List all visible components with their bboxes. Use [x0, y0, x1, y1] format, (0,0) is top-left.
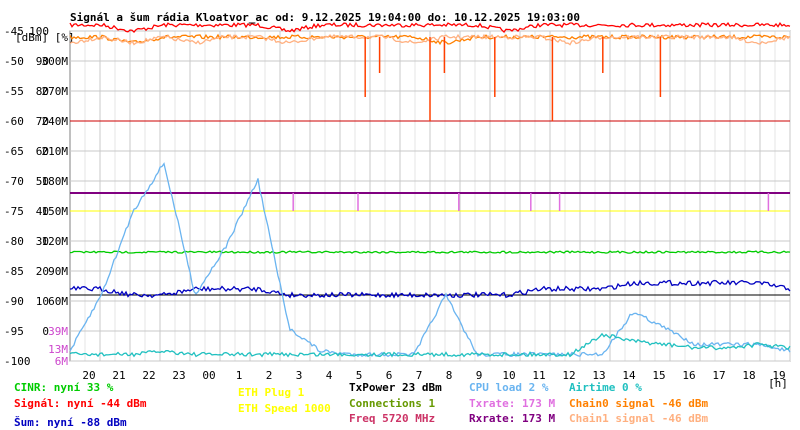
y-dbm-tick-label: -95: [4, 325, 24, 338]
y-pct-tick-label: 50: [36, 175, 49, 188]
x-tick-label: 14: [622, 369, 636, 382]
y-rate-tick-label: 180M: [42, 175, 69, 188]
x-tick-label: 13: [592, 369, 605, 382]
x-tick-label: 19: [772, 369, 785, 382]
y-rate-tick-label: 300M: [42, 55, 69, 68]
y-rate-tick-label: 6M: [55, 355, 69, 368]
x-tick-label: 00: [202, 369, 215, 382]
y-dbm-tick-label: -85: [4, 265, 24, 278]
y-pct-tick-label: 10: [36, 295, 49, 308]
y-rate-tick-label: 240M: [42, 115, 69, 128]
x-tick-label: 16: [682, 369, 695, 382]
legend-eth-plug: ETH Plug 1: [238, 386, 305, 399]
y-pct-tick-label: 0: [42, 325, 49, 338]
y-rate-tick-label: 90M: [48, 265, 68, 278]
y-axis-unit-label: [dBm] [%]: [15, 31, 75, 44]
series-line-Airtime: [69, 332, 791, 358]
y-dbm-tick-label: -60: [4, 115, 24, 128]
legend-airtime: Airtime 0 %: [569, 381, 642, 394]
y-dbm-tick-label: -100: [4, 355, 31, 368]
legend-txrate: Txrate: 173 M: [469, 397, 556, 410]
x-tick-label: 2: [266, 369, 273, 382]
y-rate-tick-label: 39M: [48, 325, 68, 338]
y-rate-tick-label: 210M: [42, 145, 69, 158]
x-tick-label: 8: [446, 369, 453, 382]
y-pct-tick-label: 100: [29, 25, 49, 38]
series-line-CINR: [69, 250, 791, 254]
x-tick-label: 9: [476, 369, 483, 382]
y-pct-tick-label: 80: [36, 85, 49, 98]
y-dbm-tick-label: -80: [4, 235, 24, 248]
x-tick-label: 4: [326, 369, 333, 382]
y-pct-tick-label: 90: [36, 55, 49, 68]
x-tick-label: 22: [142, 369, 155, 382]
legend-cpu-load: CPU load 2 %: [469, 381, 549, 394]
legend-chain0: Chain0 signal -46 dBm: [569, 397, 709, 410]
legend-chain1: Chain1 signal -46 dBm: [569, 412, 709, 425]
x-tick-label: 18: [742, 369, 755, 382]
x-tick-label: 12: [562, 369, 575, 382]
x-tick-label: 15: [652, 369, 665, 382]
x-tick-label: 10: [502, 369, 515, 382]
y-rate-tick-label: 270M: [42, 85, 69, 98]
y-rate-tick-label: 150M: [42, 205, 69, 218]
y-pct-tick-label: 30: [36, 235, 49, 248]
y-dbm-tick-label: -50: [4, 55, 24, 68]
y-rate-tick-label: 13M: [48, 343, 68, 356]
legend-noise: Šum: nyní -88 dBm: [14, 416, 127, 429]
x-axis-unit-label: [h]: [768, 377, 788, 390]
x-tick-label: 20: [82, 369, 95, 382]
legend-signal: Signál: nyní -44 dBm: [14, 397, 147, 410]
series-line-Signál: [69, 21, 791, 34]
x-tick-label: 17: [712, 369, 725, 382]
series-line-Šum: [69, 279, 791, 299]
legend-eth-speed: ETH Speed 1000: [238, 402, 331, 415]
y-dbm-tick-label: -65: [4, 145, 24, 158]
chart-title: Signál a šum rádia Kloatvor_ac od: 9.12.…: [70, 11, 580, 24]
x-tick-label: 3: [296, 369, 303, 382]
x-tick-label: 21: [112, 369, 125, 382]
y-pct-tick-label: 70: [36, 115, 49, 128]
y-dbm-tick-label: -75: [4, 205, 24, 218]
legend-rxrate: Rxrate: 173 M: [469, 412, 556, 425]
y-pct-tick-label: 60: [36, 145, 49, 158]
y-rate-tick-label: 60M: [48, 295, 68, 308]
legend-freq: Freq 5720 MHz: [349, 412, 436, 425]
y-rate-tick-label: 120M: [42, 235, 69, 248]
x-tick-label: 7: [416, 369, 423, 382]
x-tick-label: 5: [356, 369, 363, 382]
x-tick-label: 1: [236, 369, 243, 382]
y-dbm-tick-label: -70: [4, 175, 24, 188]
y-dbm-tick-label: -90: [4, 295, 24, 308]
legend-connections: Connections 1: [349, 397, 436, 410]
x-tick-label: 6: [386, 369, 393, 382]
legend-cinr: CINR: nyní 33 %: [14, 381, 114, 394]
grid: [70, 30, 791, 362]
y-pct-tick-label: 40: [36, 205, 49, 218]
legend-txpower: TxPower 23 dBm: [349, 381, 442, 394]
y-dbm-tick-label: -45: [4, 25, 24, 38]
y-dbm-tick-label: -55: [4, 85, 24, 98]
series-line-CPU load: [69, 162, 791, 358]
x-tick-label: 23: [172, 369, 185, 382]
x-tick-label: 11: [532, 369, 545, 382]
y-pct-tick-label: 20: [36, 265, 49, 278]
